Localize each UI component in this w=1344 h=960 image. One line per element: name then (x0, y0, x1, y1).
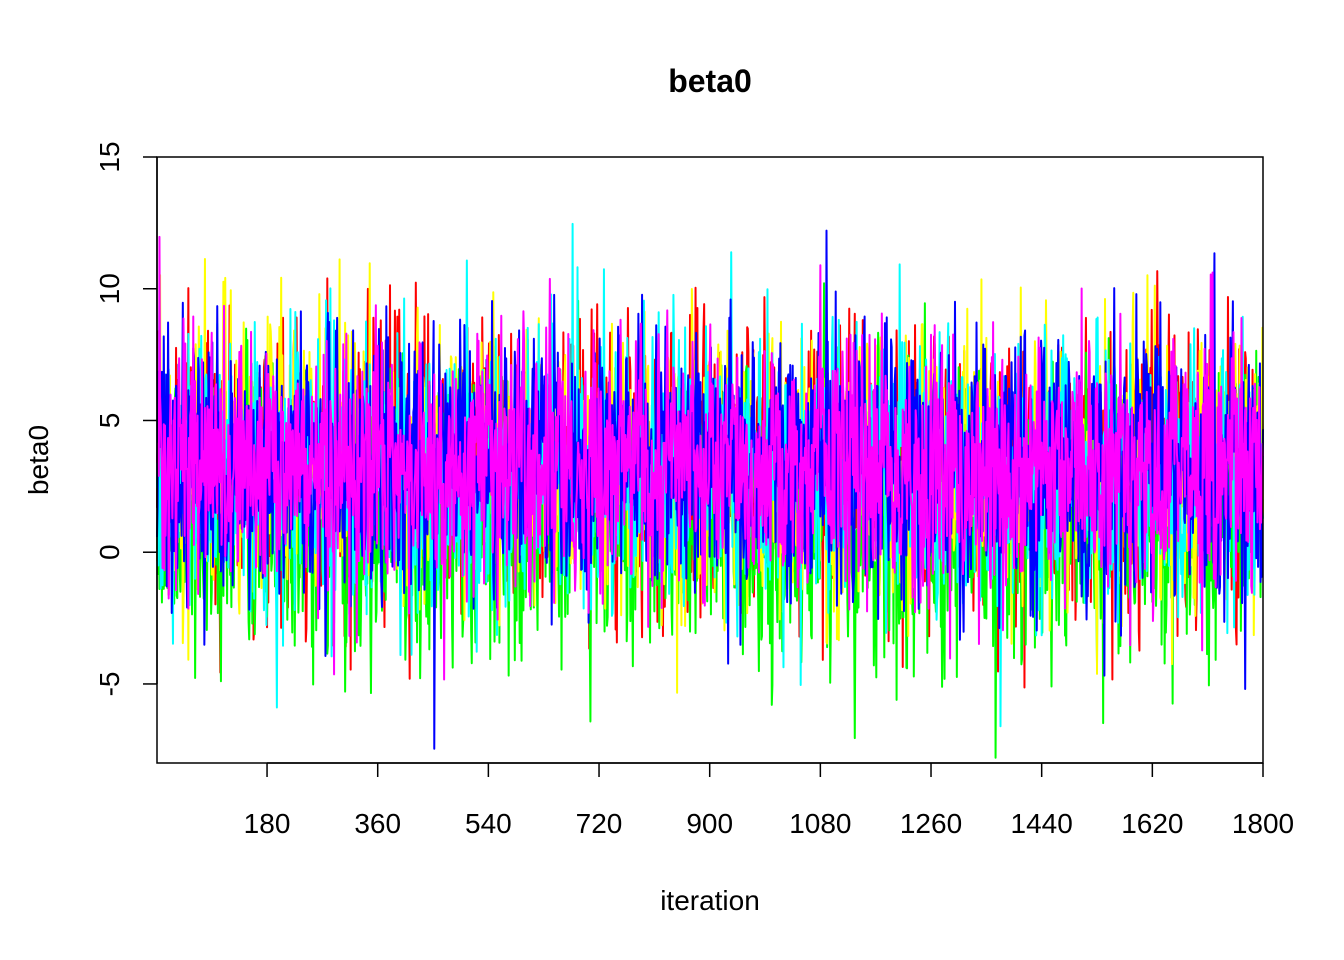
x-axis-label: iteration (660, 885, 760, 916)
x-tick-label: 360 (354, 808, 401, 839)
x-tick-label: 720 (576, 808, 623, 839)
y-axis-label: beta0 (23, 425, 54, 495)
x-tick-label: 900 (686, 808, 733, 839)
y-tick-label: 15 (94, 141, 125, 172)
y-axis: -5 0 5 10 15 (94, 141, 158, 697)
x-tick-label: 1260 (900, 808, 962, 839)
chart-title: beta0 (668, 63, 752, 99)
y-tick-label: -5 (94, 672, 125, 697)
series-line-6 (156, 235, 1264, 681)
x-tick-label: 1620 (1121, 808, 1183, 839)
x-tick-label: 1800 (1232, 808, 1294, 839)
series-layer (156, 222, 1264, 759)
y-tick-label: 0 (94, 544, 125, 560)
x-tick-label: 1440 (1011, 808, 1073, 839)
x-tick-label: 1080 (789, 808, 851, 839)
x-tick-label: 180 (244, 808, 291, 839)
x-tick-label: 540 (465, 808, 512, 839)
y-tick-label: 10 (94, 273, 125, 304)
x-axis: 180 360 540 720 900 1080 1260 1440 1620 1800 (244, 762, 1294, 839)
y-tick-label: 5 (94, 413, 125, 429)
